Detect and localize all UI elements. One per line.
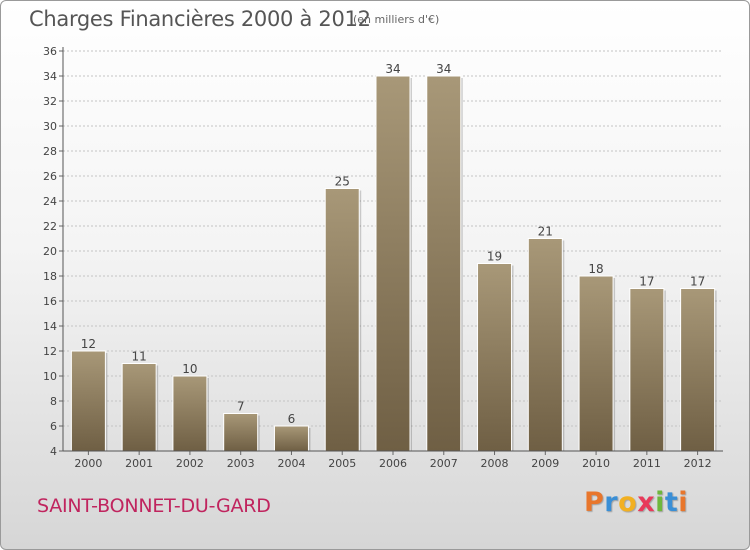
data-label: 21 bbox=[538, 225, 553, 239]
bar bbox=[172, 375, 208, 452]
x-tick-label: 2000 bbox=[74, 457, 102, 470]
logo-letter: o bbox=[618, 487, 638, 518]
y-tick-label: 8 bbox=[50, 395, 57, 408]
data-label: 25 bbox=[335, 175, 350, 189]
y-tick-label: 12 bbox=[43, 345, 57, 358]
x-tick-label: 2001 bbox=[125, 457, 153, 470]
commune-name: SAINT-BONNET-DU-GARD bbox=[37, 495, 271, 517]
y-tick-label: 16 bbox=[43, 295, 57, 308]
x-tick-label: 2009 bbox=[531, 457, 559, 470]
bar bbox=[527, 238, 563, 452]
data-label: 10 bbox=[182, 362, 197, 376]
data-label: 17 bbox=[690, 275, 705, 289]
y-tick-label: 20 bbox=[43, 245, 57, 258]
data-label: 11 bbox=[132, 350, 147, 364]
data-label: 6 bbox=[288, 412, 296, 426]
data-label: 34 bbox=[436, 62, 451, 76]
y-tick-label: 34 bbox=[43, 70, 57, 83]
bar bbox=[477, 263, 513, 452]
bar bbox=[629, 288, 665, 452]
y-axis-ticks: 4 6 8 10 12 14 16 18 20 22 24 26 28 30 32 34 36 bbox=[43, 45, 63, 458]
logo-letter: t bbox=[664, 487, 679, 518]
bar bbox=[70, 350, 106, 452]
x-axis-ticks: 2000 2001 2002 2003 2004 2005 2006 2007 2008 2009… bbox=[74, 451, 712, 470]
data-label: 19 bbox=[487, 250, 502, 264]
data-label: 12 bbox=[81, 337, 96, 351]
logo-letter: x bbox=[637, 487, 656, 518]
y-tick-label: 4 bbox=[50, 445, 57, 458]
data-label: 7 bbox=[237, 400, 245, 414]
chart-title: Charges Financières 2000 à 2012 bbox=[29, 7, 371, 31]
chart-unit-note: (en milliers d'€) bbox=[353, 13, 440, 26]
data-label: 17 bbox=[639, 275, 654, 289]
logo-letter: P bbox=[584, 487, 605, 518]
y-tick-label: 18 bbox=[43, 270, 57, 283]
y-tick-label: 10 bbox=[43, 370, 57, 383]
x-tick-label: 2012 bbox=[684, 457, 712, 470]
logo-letter: i bbox=[678, 487, 689, 518]
data-labels: 12 11 10 7 6 25 34 34 19 21 18 17 17 bbox=[81, 62, 706, 426]
x-tick-label: 2006 bbox=[379, 457, 407, 470]
proxiti-logo: Proxiti bbox=[584, 487, 688, 518]
bar bbox=[680, 288, 716, 452]
x-tick-label: 2002 bbox=[176, 457, 204, 470]
logo-letter: r bbox=[604, 487, 619, 518]
data-label: 34 bbox=[385, 62, 400, 76]
bars bbox=[70, 75, 717, 452]
y-tick-label: 32 bbox=[43, 95, 57, 108]
bar bbox=[223, 413, 259, 452]
x-tick-label: 2004 bbox=[277, 457, 305, 470]
x-tick-label: 2008 bbox=[481, 457, 509, 470]
bar bbox=[324, 188, 360, 452]
bar bbox=[273, 425, 309, 452]
x-tick-label: 2005 bbox=[328, 457, 356, 470]
logo-letter: i bbox=[655, 487, 665, 518]
data-label: 18 bbox=[588, 262, 603, 276]
y-tick-label: 36 bbox=[43, 45, 57, 58]
x-tick-label: 2007 bbox=[430, 457, 458, 470]
bar bbox=[375, 75, 411, 452]
y-tick-label: 14 bbox=[43, 320, 57, 333]
y-tick-label: 24 bbox=[43, 195, 57, 208]
y-tick-label: 22 bbox=[43, 220, 57, 233]
y-tick-label: 26 bbox=[43, 170, 57, 183]
x-tick-label: 2011 bbox=[633, 457, 661, 470]
bar bbox=[578, 275, 614, 452]
x-tick-label: 2010 bbox=[582, 457, 610, 470]
y-tick-label: 30 bbox=[43, 120, 57, 133]
x-tick-label: 2003 bbox=[227, 457, 255, 470]
bar bbox=[121, 363, 157, 452]
y-tick-label: 28 bbox=[43, 145, 57, 158]
bar bbox=[426, 75, 462, 452]
y-tick-label: 6 bbox=[50, 420, 57, 433]
